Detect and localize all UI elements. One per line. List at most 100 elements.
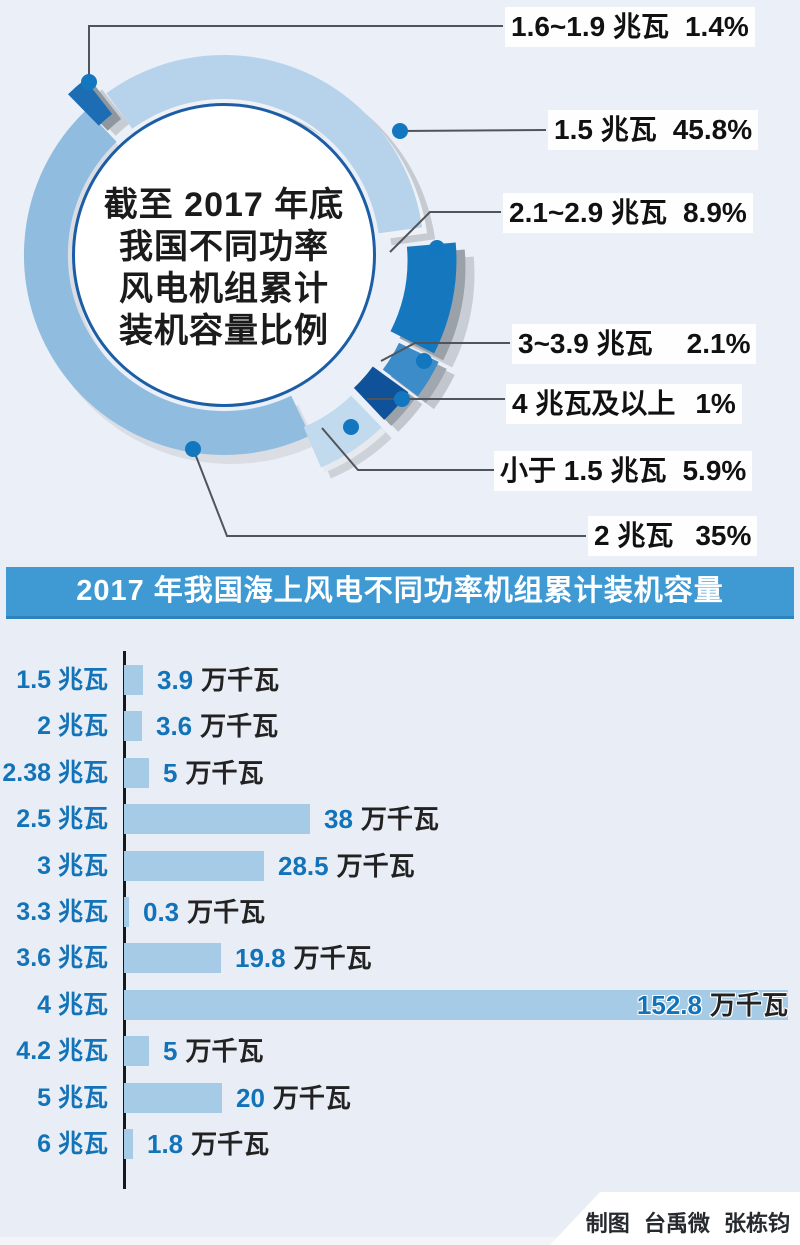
pie-title-line: 我国不同功率 <box>119 228 329 266</box>
pie-slice-0 <box>68 79 113 126</box>
callout-dot <box>185 441 201 457</box>
bar-category-label: 2.38 兆瓦 <box>2 759 108 787</box>
pie-title: 截至 2017 年底 我国不同功率 风电机组累计 装机容量比例 <box>104 184 345 352</box>
pie-label-5: 小于 1.5 兆瓦 5.9% <box>494 451 753 491</box>
callout-line <box>389 211 501 253</box>
bar-category-label: 3.6 兆瓦 <box>16 944 108 972</box>
bar-value-unit: 万千瓦 <box>272 1083 351 1113</box>
bar-value-label: 1.8 万千瓦 <box>147 1129 269 1159</box>
bar-value-number: 5 <box>163 758 178 788</box>
bar-value-label: 28.5 万千瓦 <box>278 851 415 881</box>
credit-text: 制图 台禹微 张栋钧 <box>585 1211 790 1236</box>
bar-8 <box>124 1036 149 1066</box>
callout-line <box>380 342 510 362</box>
bar-value-number: 38 <box>324 804 353 834</box>
pie-center-circle: 截至 2017 年底 我国不同功率 风电机组累计 装机容量比例 <box>72 103 376 407</box>
bar-category-label: 4 兆瓦 <box>37 991 108 1019</box>
pie-slice-6 <box>23 109 311 456</box>
bar-6 <box>124 943 221 973</box>
bar-4 <box>124 851 264 881</box>
pie-label-name: 1.6~1.9 兆瓦 <box>511 11 669 42</box>
bar-value-label: 152.8 万千瓦 <box>637 990 788 1020</box>
bar-value-unit: 万千瓦 <box>336 851 415 881</box>
callout-dot <box>392 123 408 139</box>
bar-value-number: 3.6 <box>156 711 193 741</box>
bar-value-unit: 万千瓦 <box>185 758 264 788</box>
bar-value-unit: 万千瓦 <box>187 897 266 927</box>
bar-category-label: 6 兆瓦 <box>37 1130 108 1158</box>
pie-label-name: 2 兆瓦 <box>594 520 674 551</box>
pie-label-percent: 5.9% <box>682 455 747 486</box>
pie-label-percent: 1.4% <box>684 11 749 42</box>
callout-line <box>321 427 494 471</box>
bar-value-number: 20 <box>236 1083 265 1113</box>
bar-category-label: 5 兆瓦 <box>37 1084 108 1112</box>
pie-label-percent: 45.8% <box>672 114 753 145</box>
bar-category-label: 2.5 兆瓦 <box>16 805 108 833</box>
bar-value-label: 5 万千瓦 <box>163 1036 263 1066</box>
bar-9 <box>124 1083 222 1113</box>
bar-0 <box>124 665 143 695</box>
bar-value-label: 0.3 万千瓦 <box>143 897 265 927</box>
pie-title-line: 风电机组累计 <box>119 270 329 308</box>
bar-chart-title-banner: 2017 年我国海上风电不同功率机组累计装机容量 <box>6 567 794 619</box>
bar-2 <box>124 758 149 788</box>
bar-value-unit: 万千瓦 <box>201 665 280 695</box>
pie-title-line: 截至 2017 年底 <box>103 186 345 224</box>
bar-10 <box>124 1129 133 1159</box>
bar-value-number: 3.9 <box>157 665 194 695</box>
bar-value-label: 19.8 万千瓦 <box>235 943 372 973</box>
bar-category-label: 3 兆瓦 <box>37 852 108 880</box>
callout-line <box>399 129 547 132</box>
bar-category-label: 2 兆瓦 <box>37 712 108 740</box>
pie-slice-1 <box>106 54 423 234</box>
pie-label-name: 3~3.9 兆瓦 <box>518 328 653 359</box>
callout-dot <box>416 353 432 369</box>
pie-section: 截至 2017 年底 我国不同功率 风电机组累计 装机容量比例 1.6~1.9 … <box>0 0 800 560</box>
bar-value-unit: 万千瓦 <box>709 990 788 1020</box>
callout-line <box>193 450 586 537</box>
pie-label-percent: 1% <box>695 388 736 419</box>
callout-dot <box>81 74 97 90</box>
bar-value-number: 1.8 <box>147 1129 184 1159</box>
pie-chart <box>23 25 586 537</box>
pie-label-2: 2.1~2.9 兆瓦 8.9% <box>503 193 753 233</box>
pie-label-1: 1.5 兆瓦 45.8% <box>548 110 759 150</box>
bar-value-unit: 万千瓦 <box>360 804 439 834</box>
callout-line <box>88 25 503 82</box>
bar-value-unit: 万千瓦 <box>200 711 279 741</box>
bar-value-label: 5 万千瓦 <box>163 758 263 788</box>
bar-value-label: 3.9 万千瓦 <box>157 665 279 695</box>
pie-label-percent: 8.9% <box>682 197 747 228</box>
pie-label-4: 4 兆瓦及以上 1% <box>506 384 742 424</box>
callout-dot <box>343 419 359 435</box>
pie-label-percent: 35% <box>695 520 752 551</box>
bar-1 <box>124 711 142 741</box>
pie-slice-2 <box>390 242 457 354</box>
bar-value-number: 152.8 <box>636 990 702 1020</box>
bar-value-label: 3.6 万千瓦 <box>156 711 278 741</box>
credit-band: 制图 台禹微 张栋钧 <box>550 1192 800 1245</box>
callout-dot <box>394 391 410 407</box>
bar-category-label: 4.2 兆瓦 <box>16 1037 108 1065</box>
callout-dot <box>429 240 445 256</box>
bar-value-unit: 万千瓦 <box>185 1036 264 1066</box>
bar-3 <box>124 804 310 834</box>
bar-value-number: 19.8 <box>235 943 286 973</box>
bar-value-number: 28.5 <box>278 851 329 881</box>
bar-value-label: 38 万千瓦 <box>324 804 439 834</box>
bar-category-label: 3.3 兆瓦 <box>16 898 108 926</box>
pie-title-line: 装机容量比例 <box>119 312 329 350</box>
pie-label-percent: 2.1% <box>686 328 751 359</box>
pie-label-3: 3~3.9 兆瓦 2.1% <box>512 324 757 364</box>
bar-value-number: 0.3 <box>143 897 180 927</box>
pie-label-name: 4 兆瓦及以上 <box>512 388 676 419</box>
pie-label-name: 1.5 兆瓦 <box>554 114 657 145</box>
bar-value-unit: 万千瓦 <box>293 943 372 973</box>
bar-7 <box>124 990 788 1020</box>
bar-value-number: 5 <box>163 1036 178 1066</box>
bar-category-label: 1.5 兆瓦 <box>16 666 108 694</box>
bar-value-label: 20 万千瓦 <box>236 1083 351 1113</box>
bottom-strip <box>0 1237 800 1245</box>
